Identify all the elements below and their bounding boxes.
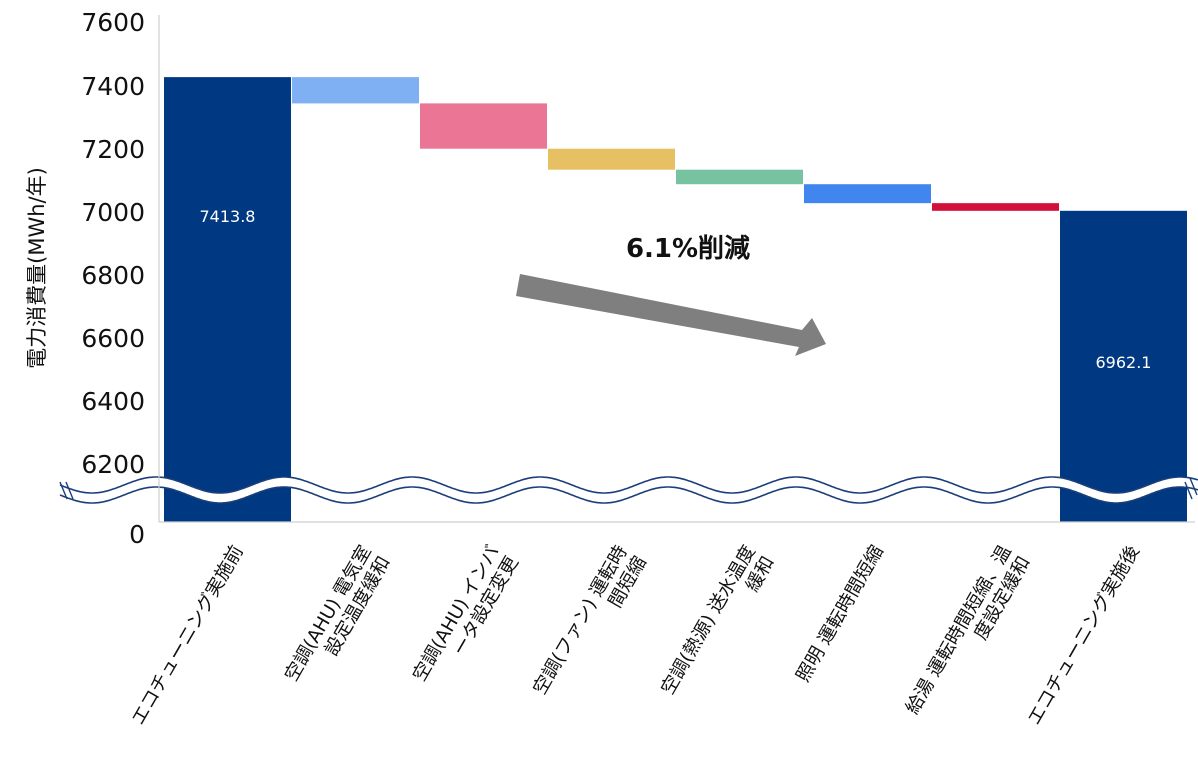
reduction-annotation: 6.1%削減 — [626, 234, 750, 264]
data-label-0: 7413.8 — [200, 207, 256, 226]
axis-break-wave — [59, 476, 1198, 504]
data-label-7: 6962.1 — [1096, 353, 1152, 372]
y-tick-label: 6200 — [81, 450, 145, 479]
axis-break-cap-left — [59, 481, 74, 500]
axis-break-cap-right — [1184, 477, 1198, 500]
bar-4 — [676, 169, 803, 185]
category-label-7: エコチューニング実施後 — [1024, 542, 1144, 729]
category-label-1: 空調(AHU) 電気室設定温度緩和 — [281, 542, 395, 696]
y-tick-label: 7000 — [81, 198, 145, 227]
y-axis-label: 電力消費量(MWh/年) — [25, 167, 49, 369]
reduction-arrow — [516, 274, 826, 356]
y-tick-label: 7200 — [81, 135, 145, 164]
axis-break-line-lower — [59, 486, 1198, 504]
bar-3 — [548, 148, 675, 170]
bars-layer: 7413.8 6962.1 — [164, 77, 1187, 522]
bar-5 — [804, 184, 931, 204]
category-label-4: 空調(熱源) 送水温度緩和 — [657, 542, 778, 709]
y-tick-label: 6800 — [81, 261, 145, 290]
bar-2 — [420, 103, 547, 149]
y-tick-labels: 7600 7400 7200 7000 6800 6600 6400 6200 0 — [81, 8, 145, 549]
category-label-6: 給湯 運転時間短縮、温度設定緩和 — [902, 542, 1035, 729]
y-tick-label: 7400 — [81, 72, 145, 101]
arrow-shape — [516, 274, 826, 356]
bar-0 — [164, 77, 291, 522]
category-label-3: 空調(ファン) 運転時間短縮 — [529, 542, 650, 709]
category-label-2: 空調(AHU) インバータ設定変更 — [409, 542, 523, 696]
y-tick-label: 0 — [129, 520, 145, 549]
y-tick-label: 7600 — [81, 8, 145, 37]
category-label-0: エコチューニング実施前 — [128, 542, 248, 729]
category-label-5: 照明 運転時間短縮 — [793, 542, 888, 686]
category-labels: エコチューニング実施前 空調(AHU) 電気室設定温度緩和 空調(AHU) インバー… — [128, 542, 1144, 729]
bar-6 — [932, 203, 1059, 211]
axis-break-line-upper — [59, 476, 1198, 494]
bar-7 — [1060, 210, 1187, 522]
axis-break-band — [60, 477, 1198, 503]
bar-1 — [292, 77, 419, 104]
y-tick-label: 6600 — [81, 324, 145, 353]
y-tick-label: 6400 — [81, 387, 145, 416]
